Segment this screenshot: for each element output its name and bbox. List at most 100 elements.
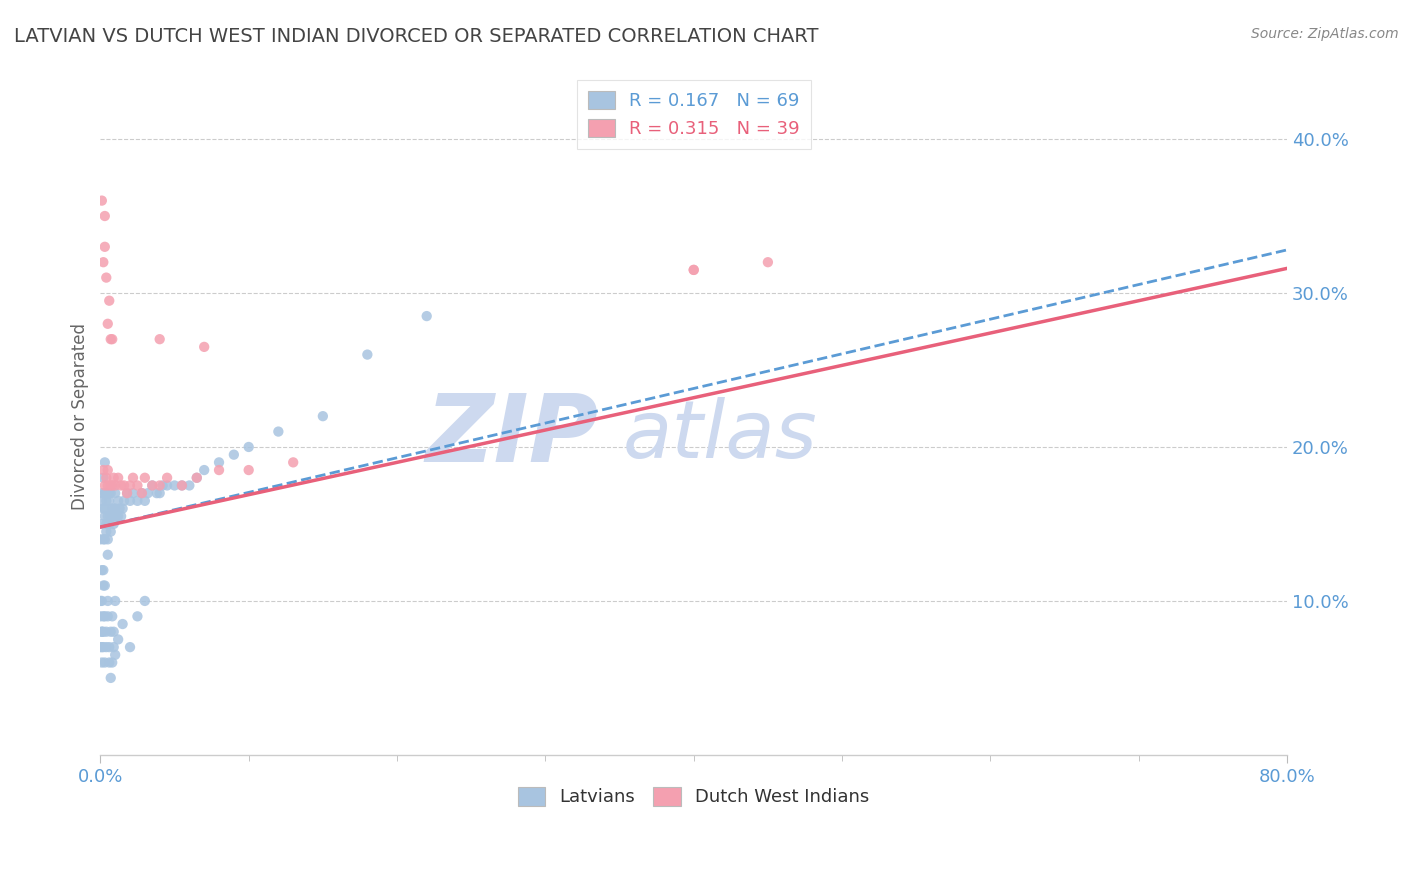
Point (118, 640, 141, 654)
Point (101, 501, 124, 516)
Point (96, 493, 118, 508)
Point (98, 656, 121, 670)
Point (90, 656, 112, 670)
Point (122, 486, 145, 500)
Text: atlas: atlas (623, 398, 817, 475)
Point (101, 332, 124, 346)
Point (100, 486, 122, 500)
Point (193, 340, 215, 354)
Point (110, 478, 132, 492)
Point (112, 493, 135, 508)
Point (103, 471, 125, 485)
Point (98, 640, 121, 654)
Point (104, 478, 127, 492)
Point (682, 263, 704, 277)
Point (208, 463, 231, 477)
Point (127, 478, 149, 492)
Point (100, 524, 122, 539)
Point (107, 493, 129, 508)
Point (149, 332, 172, 346)
Point (103, 501, 125, 516)
Point (89, 533, 111, 547)
Point (149, 478, 172, 492)
Point (267, 425, 290, 439)
Point (104, 594, 127, 608)
Point (134, 594, 156, 608)
Point (90, 486, 112, 500)
Point (90, 194, 112, 208)
Point (101, 609, 124, 624)
Point (156, 471, 179, 485)
Point (98, 493, 121, 508)
Point (94, 240, 117, 254)
Point (115, 486, 138, 500)
Point (118, 478, 141, 492)
Point (136, 486, 159, 500)
Point (186, 471, 208, 485)
Point (90, 493, 112, 508)
Point (94, 209, 117, 223)
Point (118, 493, 141, 508)
Point (91, 578, 114, 592)
Point (141, 478, 163, 492)
Point (89, 594, 111, 608)
Point (163, 478, 186, 492)
Point (96, 524, 118, 539)
Point (91, 533, 114, 547)
Point (103, 516, 125, 531)
Point (91, 563, 114, 577)
Point (756, 255, 779, 269)
Y-axis label: Divorced or Separated: Divorced or Separated (72, 323, 89, 509)
Point (415, 309, 437, 323)
Point (96, 471, 118, 485)
Point (131, 486, 153, 500)
Point (97, 533, 120, 547)
Point (90, 640, 112, 654)
Text: ZIP: ZIP (426, 391, 599, 483)
Point (107, 632, 129, 647)
Point (90, 516, 112, 531)
Point (682, 263, 704, 277)
Point (94, 609, 117, 624)
Point (152, 478, 174, 492)
Point (134, 493, 156, 508)
Point (101, 656, 124, 670)
Point (97, 486, 120, 500)
Point (98, 293, 121, 308)
Point (312, 409, 335, 424)
Point (100, 624, 122, 639)
Point (97, 317, 120, 331)
Point (131, 486, 153, 500)
Point (90, 594, 112, 608)
Point (156, 478, 179, 492)
Point (96, 640, 118, 654)
Point (100, 478, 122, 492)
Point (127, 609, 149, 624)
Point (91, 255, 114, 269)
Point (356, 348, 378, 362)
Point (94, 578, 117, 592)
Point (97, 609, 120, 624)
Point (107, 471, 129, 485)
Point (208, 455, 231, 469)
Point (145, 486, 167, 500)
Point (100, 509, 122, 524)
Point (222, 448, 245, 462)
Point (91, 501, 114, 516)
Point (91, 624, 114, 639)
Legend: Latvians, Dutch West Indians: Latvians, Dutch West Indians (510, 780, 876, 814)
Point (94, 478, 117, 492)
Point (90, 624, 112, 639)
Point (97, 463, 120, 477)
Point (91, 471, 114, 485)
Point (141, 478, 163, 492)
Point (96, 486, 118, 500)
Point (115, 486, 138, 500)
Point (89, 640, 111, 654)
Point (134, 471, 156, 485)
Point (96, 270, 118, 285)
Point (91, 463, 114, 477)
Point (110, 509, 132, 524)
Point (283, 455, 305, 469)
Point (94, 656, 117, 670)
